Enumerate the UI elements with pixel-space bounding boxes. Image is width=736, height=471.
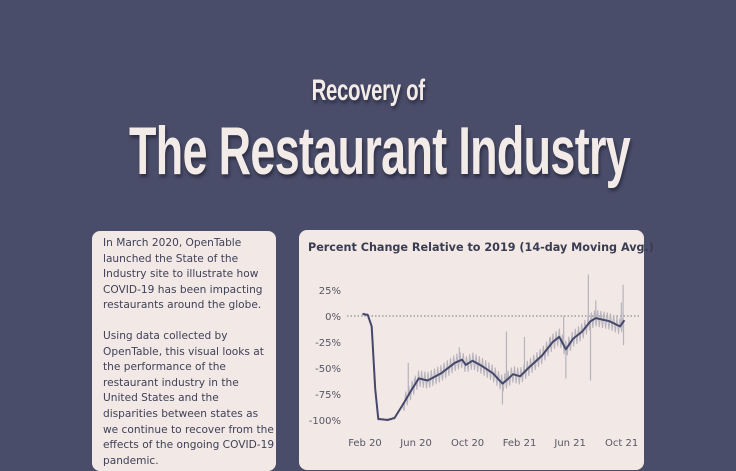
subtitle-wrap: Recovery of [0, 74, 736, 108]
moving-average-line [362, 312, 626, 421]
x-tick-label: Jun 21 [553, 438, 586, 449]
chart-title: Percent Change Relative to 2019 (14-day … [308, 241, 654, 254]
x-tick-label: Feb 20 [348, 438, 382, 449]
daily-series-line [362, 310, 624, 422]
y-tick-label: -50% [315, 364, 341, 375]
x-tick-label: Jun 20 [399, 438, 432, 449]
x-tick-label: Feb 21 [503, 438, 537, 449]
page-title: The Restaurant Industry [129, 113, 631, 189]
y-tick-label: -75% [315, 390, 341, 401]
y-tick-label: -25% [315, 338, 341, 349]
intro-paragraph-2: Using data collected by OpenTable, this … [103, 330, 275, 467]
x-tick-label: Oct 20 [451, 438, 484, 449]
title-wrap: The Restaurant Industry [0, 112, 736, 190]
y-tick-label: 25% [319, 286, 341, 297]
intro-card: In March 2020, OpenTable launched the St… [92, 231, 276, 471]
line-chart: 25% 0% -25% -50% -75% -100% Feb 20 Jun 20 Oct 20… [309, 274, 641, 449]
intro-paragraph-1: In March 2020, OpenTable launched the St… [103, 237, 263, 312]
page-subtitle: Recovery of [311, 74, 425, 107]
y-tick-label: 0% [325, 312, 341, 323]
y-tick-label: -100% [309, 416, 341, 427]
x-tick-label: Oct 21 [605, 438, 638, 449]
chart-card: Percent Change Relative to 2019 (14-day … [299, 230, 654, 470]
